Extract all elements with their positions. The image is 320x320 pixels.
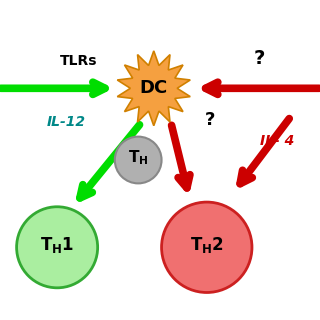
Circle shape (115, 137, 162, 183)
Text: TLRs: TLRs (60, 54, 98, 68)
Text: $\mathbf{T_H}$: $\mathbf{T_H}$ (128, 148, 148, 167)
Circle shape (162, 202, 252, 292)
Text: ?: ? (254, 49, 266, 68)
Text: $\mathbf{T_H}$$\mathbf{1}$: $\mathbf{T_H}$$\mathbf{1}$ (40, 235, 74, 255)
Text: IL-12: IL-12 (47, 115, 86, 129)
Text: $\mathbf{T_H}$$\mathbf{2}$: $\mathbf{T_H}$$\mathbf{2}$ (190, 235, 224, 255)
Text: IL- 4: IL- 4 (260, 133, 294, 148)
Text: ?: ? (205, 111, 215, 129)
Circle shape (17, 207, 98, 288)
Text: DC: DC (140, 79, 168, 97)
Polygon shape (117, 51, 190, 126)
